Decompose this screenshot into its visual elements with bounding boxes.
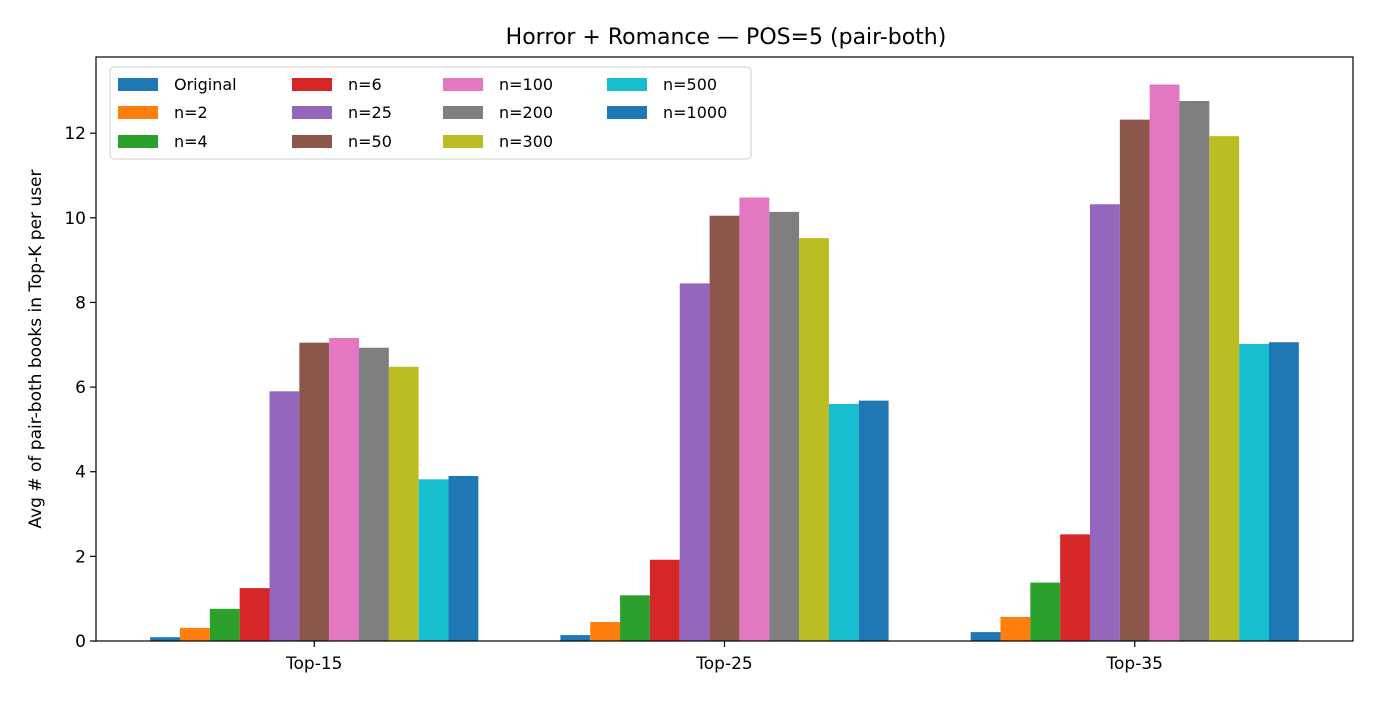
- bar-n25-top-35: [1089, 204, 1120, 641]
- y-tick-label: 6: [75, 378, 86, 398]
- bar-n500-top-35: [1239, 343, 1270, 641]
- y-tick-label: 12: [64, 124, 86, 144]
- axes-layer: 0 2 4 6 8 10 12 Top-15 Top-25 Top-35: [64, 56, 1354, 674]
- bar-n200-top-15: [359, 347, 389, 641]
- bar-n1000-top-25: [858, 400, 889, 641]
- legend-swatch: [292, 78, 332, 91]
- bar-n100-top-35: [1149, 84, 1180, 641]
- legend-label: Original: [174, 75, 237, 94]
- legend-swatch: [118, 106, 158, 119]
- x-tick-label: Top-35: [1106, 654, 1163, 674]
- bar-n6-top-35: [1060, 534, 1090, 641]
- y-tick-label: 10: [64, 209, 86, 229]
- legend-swatch: [443, 106, 483, 119]
- bar-n500-top-15: [418, 479, 449, 641]
- legend-label: n=200: [499, 103, 553, 122]
- chart-title: Horror + Romance — POS=5 (pair-both): [506, 25, 947, 50]
- bar-n6-top-25: [649, 559, 680, 641]
- bar-n25-top-25: [679, 283, 710, 641]
- bar-Original-top-15: [150, 637, 180, 641]
- bar-n100-top-15: [329, 338, 360, 641]
- x-tick-label: Top-15: [285, 654, 342, 674]
- legend-swatch: [118, 135, 158, 148]
- legend-swatch: [607, 106, 647, 119]
- bar-Original-top-35: [970, 632, 1001, 641]
- y-tick-label: 2: [75, 547, 86, 567]
- y-tick-label: 4: [75, 463, 86, 483]
- legend-swatch: [118, 78, 158, 91]
- bar-n1000-top-35: [1269, 342, 1299, 641]
- legend-swatch: [443, 135, 483, 148]
- y-tick-label: 0: [75, 632, 86, 652]
- x-tick-label: Top-25: [695, 654, 752, 674]
- bar-n4-top-35: [1030, 582, 1061, 641]
- legend-label: n=2: [174, 103, 208, 122]
- bar-n4-top-15: [209, 608, 240, 641]
- bar-n2-top-15: [179, 627, 210, 641]
- legend-label: n=4: [174, 132, 208, 151]
- y-axis-label: Avg # of pair-both books in Top-K per us…: [26, 169, 46, 528]
- bar-n500-top-25: [828, 404, 859, 641]
- bar-n100-top-25: [739, 197, 770, 641]
- legend-label: n=100: [499, 75, 553, 94]
- bar-n2-top-35: [1000, 616, 1031, 641]
- bar-n6-top-15: [239, 588, 270, 641]
- legend: Original n=2 n=4 n=6 n=25 n=50 n=100 n=200 n=300…: [109, 66, 752, 160]
- legend-label: n=6: [348, 75, 382, 94]
- bar-n300-top-25: [799, 238, 829, 641]
- legend-box: [109, 66, 752, 160]
- bar-n200-top-35: [1179, 101, 1210, 641]
- legend-swatch: [443, 78, 483, 91]
- bar-Original-top-25: [560, 635, 591, 641]
- bars-layer: [150, 84, 1299, 641]
- bar-n50-top-25: [709, 215, 740, 641]
- legend-label: n=25: [348, 103, 392, 122]
- legend-swatch: [607, 78, 647, 91]
- legend-label: n=500: [663, 75, 717, 94]
- bar-n300-top-35: [1209, 136, 1240, 641]
- bar-n50-top-35: [1119, 119, 1150, 641]
- bar-n50-top-15: [299, 342, 330, 641]
- legend-label: n=300: [499, 132, 553, 151]
- legend-label: n=1000: [663, 103, 727, 122]
- legend-swatch: [292, 106, 332, 119]
- bar-n25-top-15: [269, 391, 300, 641]
- bar-n4-top-25: [620, 595, 650, 641]
- bar-n200-top-25: [769, 211, 800, 641]
- legend-label: n=50: [348, 132, 392, 151]
- bar-n2-top-25: [590, 621, 621, 641]
- legend-swatch: [292, 135, 332, 148]
- bar-n300-top-15: [388, 366, 419, 641]
- y-tick-label: 8: [75, 293, 86, 313]
- bar-n1000-top-15: [448, 475, 479, 641]
